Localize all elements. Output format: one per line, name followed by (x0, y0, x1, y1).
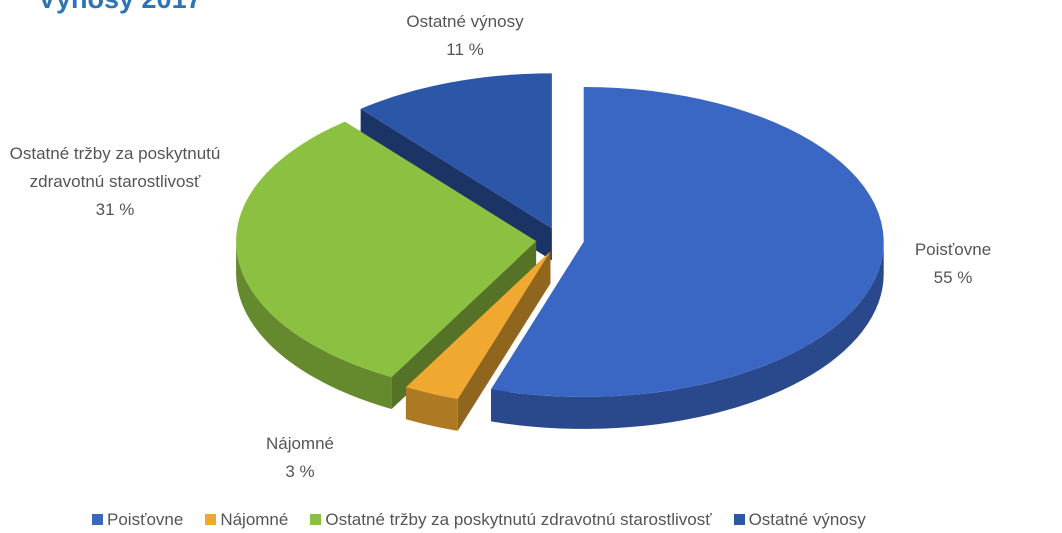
legend: Poisťovne Nájomné Ostatné tržby za poskytn… (92, 510, 866, 530)
data-label: Nájomné 3 % (240, 430, 360, 486)
data-label: Ostatné výnosy 11 % (365, 8, 565, 64)
legend-swatch (205, 514, 217, 525)
label-name: Ostatné výnosy (406, 12, 524, 31)
slice-wall (490, 241, 884, 429)
label-value: 55 % (933, 268, 973, 287)
chart-title: Výnosy 2017 (38, 0, 202, 15)
label-name: Nájomné (265, 434, 335, 453)
legend-swatch (92, 514, 103, 525)
label-name: Poisťovne (914, 240, 992, 259)
slice-top (490, 86, 884, 397)
legend-label: Ostatné výnosy (748, 510, 866, 529)
pie-slice (405, 251, 551, 431)
slice-wall (405, 387, 458, 431)
label-value: 11 % (446, 40, 484, 59)
slice-top (236, 121, 537, 377)
label-value: 3 % (285, 462, 315, 481)
legend-item: Poisťovne (92, 510, 183, 530)
legend-swatch (310, 514, 322, 525)
slice-wall (236, 241, 392, 409)
legend-label: Ostatné tržby za poskytnutú zdravotnú st… (325, 510, 712, 529)
slice-top (405, 251, 551, 399)
legend-item: Ostatné výnosy (733, 510, 866, 530)
label-value: 31 % (95, 200, 135, 219)
legend-item: Nájomné (205, 510, 288, 530)
legend-label: Poisťovne (107, 510, 184, 529)
legend-label: Nájomné (220, 510, 289, 529)
data-label: Ostatné tržby za poskytnutú zdravotnú st… (0, 140, 230, 224)
label-name: Ostatné tržby za poskytnutú zdravotnú st… (9, 144, 221, 191)
slice-top (360, 73, 552, 229)
legend-swatch (733, 514, 745, 525)
pie-slice (490, 86, 884, 429)
data-label: Poisťovne 55 % (883, 236, 1023, 292)
legend-item: Ostatné tržby za poskytnutú zdravotnú st… (310, 510, 712, 530)
